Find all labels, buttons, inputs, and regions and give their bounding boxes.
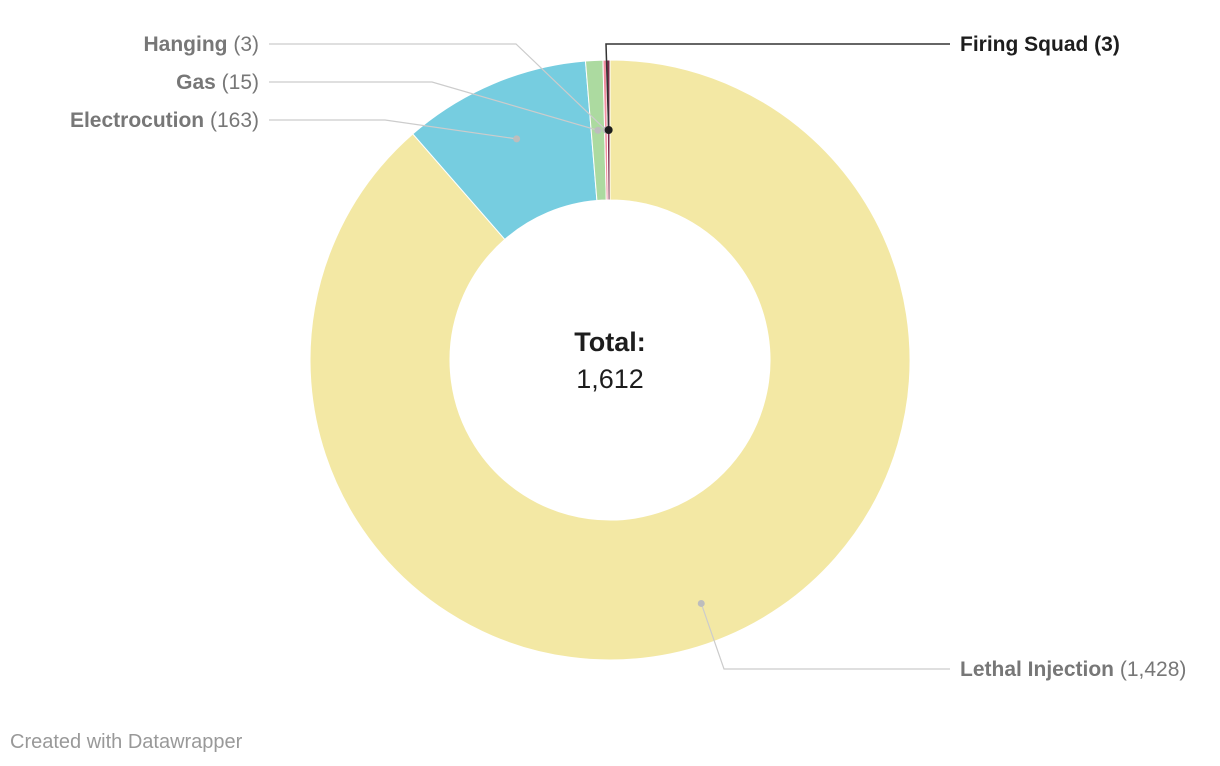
leader-lines-layer	[269, 43, 950, 670]
slice-label-count: (15)	[216, 71, 259, 94]
leader-line-firing-squad	[605, 43, 950, 131]
slice-label-count: (3)	[228, 33, 260, 56]
leader-line-hanging	[269, 43, 607, 131]
leader-dot-firing-squad	[604, 126, 613, 135]
slice-label-count: (3)	[1088, 33, 1120, 56]
slice-lethal-injection[interactable]	[309, 59, 911, 661]
leader-dot-lethal-injection	[697, 599, 705, 607]
center-total-value: 1,612	[576, 364, 644, 394]
slice-label-name: Firing Squad	[960, 33, 1088, 56]
slice-label-name: Lethal Injection	[960, 658, 1114, 681]
slice-label-firing-squad: Firing Squad (3)	[960, 33, 1120, 56]
slice-label-count: (163)	[204, 109, 259, 132]
leader-line-lethal-injection	[700, 603, 950, 670]
center-total-label: Total:	[574, 327, 645, 357]
leader-line-gas	[269, 81, 599, 131]
slice-label-hanging: Hanging (3)	[144, 33, 260, 56]
leader-dot-electrocution	[513, 135, 521, 143]
leader-line-electrocution	[269, 119, 517, 140]
datawrapper-credit: Created with Datawrapper	[10, 731, 243, 753]
leader-dot-gas	[594, 126, 602, 134]
slice-label-name: Hanging	[144, 33, 228, 56]
slice-label-gas: Gas (15)	[176, 71, 259, 94]
slice-label-name: Gas	[176, 71, 216, 94]
slice-label-name: Electrocution	[70, 109, 204, 132]
slice-label-electrocution: Electrocution (163)	[70, 109, 259, 132]
slice-label-lethal-injection: Lethal Injection (1,428)	[960, 658, 1186, 681]
slice-labels-layer: Lethal Injection (1,428) Electrocution (1…	[70, 33, 1186, 681]
slice-label-count: (1,428)	[1114, 658, 1186, 681]
slices-layer	[309, 59, 911, 661]
